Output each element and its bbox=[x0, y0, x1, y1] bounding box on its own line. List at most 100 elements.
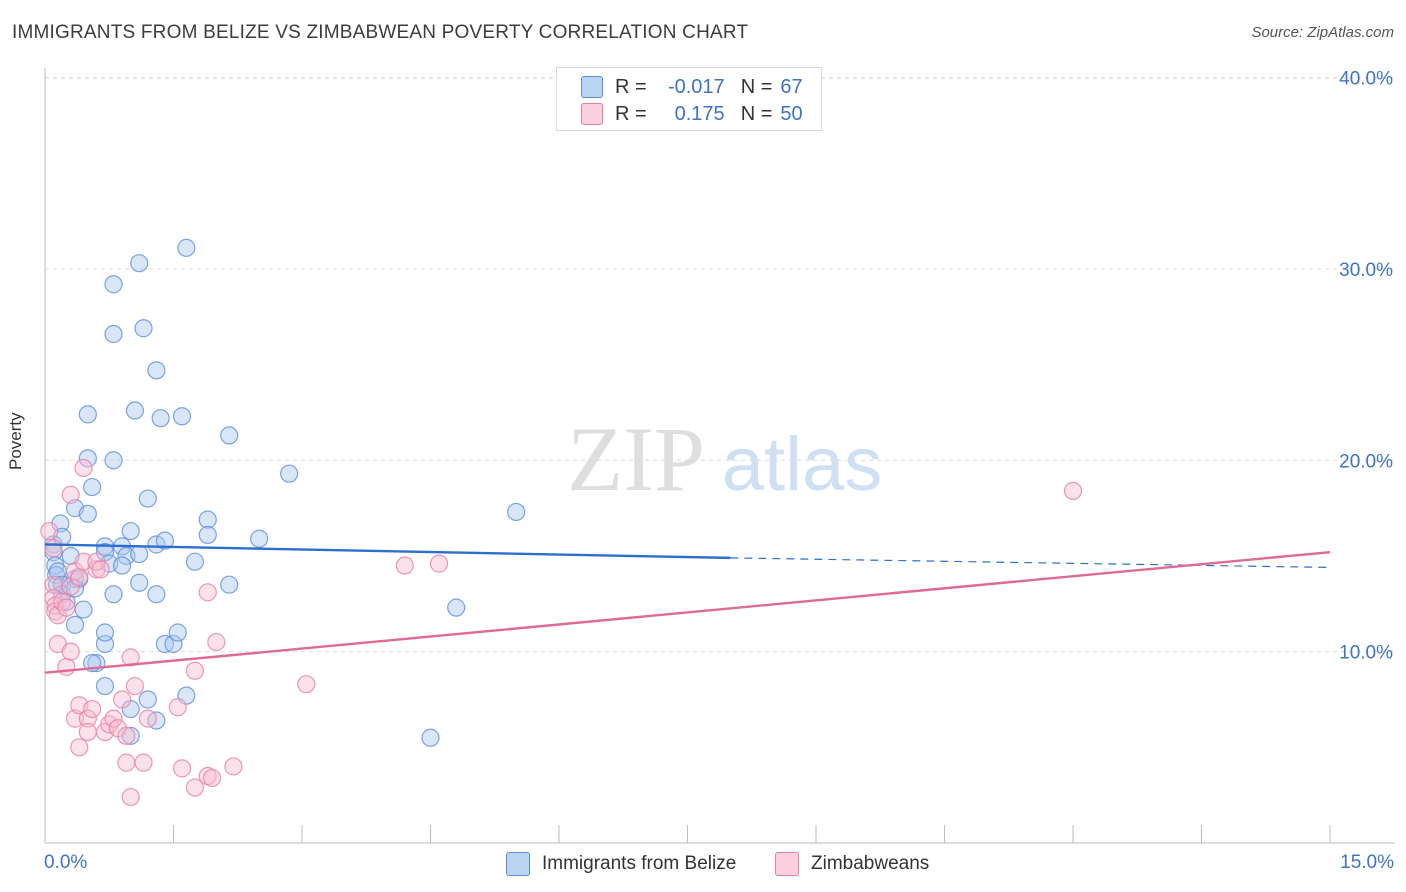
zimbabwean-point bbox=[74, 458, 93, 478]
belize-point bbox=[65, 615, 85, 634]
series-legend-zimbabweans-label: Zimbabweans bbox=[811, 853, 930, 874]
y-tick-label: 20.0% bbox=[1339, 451, 1393, 472]
y-tick-label: 30.0% bbox=[1339, 260, 1393, 281]
watermark-atlas: atlas bbox=[722, 422, 883, 507]
series-legend-belize-label: Immigrants from Belize bbox=[542, 853, 737, 874]
zimbabwean-point bbox=[104, 709, 123, 728]
zimbabwean-point bbox=[121, 787, 140, 807]
zimbabwean-point bbox=[91, 560, 110, 579]
zimbabwean-point bbox=[125, 676, 145, 696]
belize-point bbox=[447, 598, 466, 617]
belize-trend-line bbox=[44, 543, 731, 560]
source-label: Source: ZipAtlas.com bbox=[1251, 24, 1394, 41]
belize-point bbox=[130, 573, 149, 592]
belize-point bbox=[121, 521, 140, 541]
belize-point bbox=[83, 477, 102, 497]
belize-point bbox=[421, 728, 440, 747]
zimbabwean-point bbox=[57, 598, 76, 617]
belize-point bbox=[198, 510, 217, 529]
belize-point bbox=[138, 489, 157, 508]
zimbabwean-point bbox=[134, 753, 153, 772]
zimbabwean-point bbox=[57, 657, 76, 677]
zimbabwean-point bbox=[117, 726, 136, 745]
zimbabwean-point bbox=[1063, 481, 1083, 501]
zimbabwean-point bbox=[44, 588, 63, 608]
zimbabwean-point bbox=[207, 632, 226, 652]
belize-point bbox=[164, 634, 183, 654]
legend-r-value: 0.175 bbox=[674, 102, 725, 125]
belize-point bbox=[134, 319, 153, 338]
zimbabwean-point bbox=[224, 757, 243, 776]
legend-n-value: 67 bbox=[780, 75, 803, 98]
zimbabwean-point bbox=[185, 778, 205, 797]
belize-point bbox=[168, 623, 187, 642]
belize-point bbox=[95, 623, 115, 642]
zimbabwean-point bbox=[70, 738, 89, 757]
legend-row-belize: R = -0.017 N = 67 bbox=[581, 75, 803, 99]
legend-swatch-zimbabweans bbox=[581, 103, 603, 125]
belize-point bbox=[220, 426, 239, 445]
belize-point bbox=[125, 401, 145, 420]
zimbabwean-point bbox=[117, 753, 136, 772]
zimbabwean-point bbox=[112, 690, 132, 709]
zimbabwean-point bbox=[172, 759, 192, 778]
y-tick-label: 40.0% bbox=[1339, 69, 1393, 90]
zimbabwean-point bbox=[61, 642, 80, 661]
legend-row-zimbabweans: R = 0.175 N = 50 bbox=[581, 102, 803, 126]
zimbabwean-point bbox=[138, 709, 157, 728]
belize-point bbox=[155, 531, 175, 550]
series-legend: Immigrants from Belize Zimbabweans bbox=[0, 852, 1406, 878]
belize-point bbox=[78, 405, 97, 424]
belize-point bbox=[220, 575, 239, 594]
zimbabwean-trend-line bbox=[44, 550, 1331, 674]
belize-point bbox=[78, 504, 97, 523]
legend-n-label: N = bbox=[740, 102, 773, 125]
legend-n-label: N = bbox=[740, 75, 773, 98]
chart-title: IMMIGRANTS FROM BELIZE VS ZIMBABWEAN POV… bbox=[12, 22, 749, 43]
series-swatch-zimbabweans bbox=[775, 852, 799, 876]
belize-point bbox=[198, 525, 217, 545]
zimbabwean-point bbox=[297, 675, 316, 694]
belize-point bbox=[172, 407, 192, 426]
belize-point bbox=[138, 690, 157, 709]
belize-point bbox=[74, 600, 93, 619]
stats-legend: R = -0.017 N = 67 R = 0.175 N = 50 bbox=[556, 67, 822, 131]
belize-point bbox=[250, 529, 269, 548]
belize-point bbox=[104, 585, 123, 604]
belize-point bbox=[280, 464, 299, 483]
zimbabwean-point bbox=[78, 709, 97, 728]
belize-point bbox=[104, 324, 123, 344]
zimbabwean-point bbox=[61, 485, 80, 504]
legend-swatch-belize bbox=[581, 76, 603, 98]
zimbabwean-point bbox=[78, 722, 97, 742]
zimbabwean-point bbox=[198, 583, 217, 602]
x-tick-max: 15.0% bbox=[1340, 852, 1394, 873]
belize-point bbox=[78, 449, 97, 468]
zimbabwean-point bbox=[429, 554, 449, 573]
zimbabwean-point bbox=[83, 699, 102, 719]
belize-point bbox=[151, 409, 170, 428]
belize-point bbox=[185, 552, 205, 571]
y-tick-label: 10.0% bbox=[1339, 643, 1393, 664]
belize-point bbox=[104, 451, 123, 470]
belize-point bbox=[95, 676, 115, 696]
belize-point bbox=[130, 254, 149, 273]
belize-point bbox=[147, 585, 166, 604]
x-tick-min: 0.0% bbox=[44, 852, 88, 873]
belize-point bbox=[112, 556, 132, 575]
series-legend-belize[interactable]: Immigrants from Belize bbox=[506, 852, 736, 876]
zimbabwean-point bbox=[87, 560, 106, 579]
series-swatch-belize bbox=[506, 852, 530, 876]
legend-n-value: 50 bbox=[780, 102, 803, 125]
legend-r-value: -0.017 bbox=[667, 75, 725, 98]
zimbabwean-point bbox=[44, 539, 63, 558]
belize-point bbox=[177, 238, 196, 257]
legend-r-label: R = bbox=[615, 102, 647, 125]
watermark-zip: ZIP bbox=[567, 408, 705, 510]
legend-r-label: R = bbox=[615, 75, 647, 98]
zimbabwean-point bbox=[70, 567, 89, 587]
zimbabwean-point bbox=[40, 521, 59, 541]
series-legend-zimbabweans[interactable]: Zimbabweans bbox=[775, 852, 929, 876]
zimbabwean-point bbox=[395, 556, 414, 575]
belize-point bbox=[147, 535, 166, 554]
